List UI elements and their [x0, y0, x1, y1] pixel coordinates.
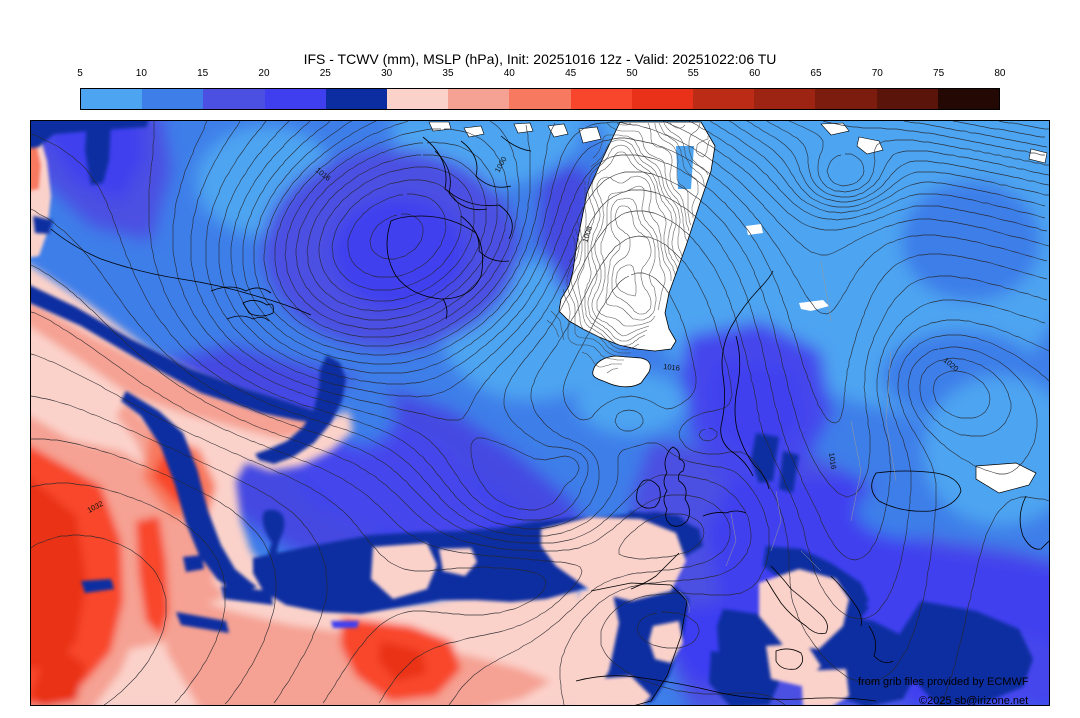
svg-text:©2025 sb@irizone.net: ©2025 sb@irizone.net: [919, 695, 1028, 705]
svg-text:1016: 1016: [827, 452, 838, 470]
svg-text:1016: 1016: [663, 362, 681, 373]
svg-text:from grib files provided by EC: from grib files provided by ECMWF: [858, 676, 1029, 688]
